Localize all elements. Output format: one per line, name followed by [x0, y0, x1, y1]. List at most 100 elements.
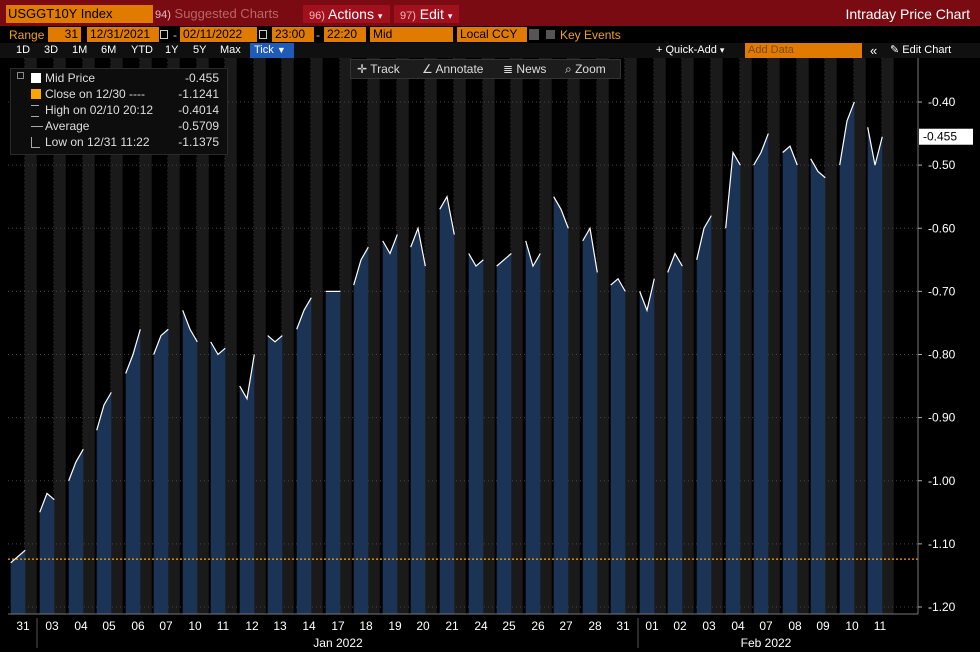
quick-add-button[interactable]: + Quick-Add ▾	[652, 43, 728, 58]
x-tick-label: 04	[74, 619, 88, 633]
magnifier-icon: ⌕	[565, 62, 572, 76]
price-line	[210, 341, 226, 356]
security-ticker-field[interactable]: USGGT10Y Index	[6, 5, 153, 23]
price-area	[267, 335, 283, 614]
average-line-icon	[31, 126, 43, 127]
period-max[interactable]: Max	[220, 44, 241, 56]
session-gap-band	[853, 58, 866, 614]
legend-row-high[interactable]: High on 02/10 20:12 -0.4014	[11, 102, 227, 118]
price-line	[839, 101, 855, 166]
edit-menu-button[interactable]: 97) Edit ▾	[394, 5, 459, 23]
track-tool[interactable]: ✛ Track	[357, 61, 400, 77]
high-marker-icon	[31, 105, 39, 117]
session-gap-band	[253, 58, 266, 614]
price-line	[382, 234, 398, 255]
zoom-tool[interactable]: ⌕ Zoom	[565, 61, 606, 77]
news-tool[interactable]: ≣ News	[503, 61, 546, 77]
price-area	[639, 278, 655, 614]
end-date-field[interactable]: 02/11/2022	[180, 27, 257, 42]
legend-name: Low on 12/31 11:22	[45, 135, 150, 149]
session-gap-band	[567, 58, 580, 614]
key-events-checkbox[interactable]	[546, 30, 555, 39]
price-area	[839, 102, 855, 614]
price-line	[610, 277, 626, 292]
price-chart[interactable]: -0.40 -0.50 -0.60 -0.70 -0.80 -0.90 -1.00 -1.10…	[0, 58, 980, 652]
period-5y[interactable]: 5Y	[193, 44, 207, 56]
price-area	[39, 493, 55, 614]
y-tick-label: -0.90	[928, 411, 956, 425]
y-tick-label: -0.80	[928, 348, 956, 362]
start-calendar-icon[interactable]	[160, 30, 168, 39]
x-tick-label: 03	[702, 619, 716, 633]
price-line	[10, 549, 26, 564]
x-tick-label: 17	[331, 619, 345, 633]
legend-name: Average	[45, 119, 90, 133]
period-tick-select[interactable]: Tick ▼	[250, 43, 294, 58]
annotate-tool[interactable]: ∠ Annotate	[422, 61, 483, 77]
session-gap-band	[681, 58, 694, 614]
chart-legend[interactable]: Mid Price -0.455 Close on 12/30 ---- -1.…	[10, 68, 228, 155]
price-area	[553, 196, 569, 614]
session-gap-band	[367, 58, 380, 614]
start-time-field[interactable]: 23:00	[272, 27, 314, 42]
period-ytd[interactable]: YTD	[131, 44, 153, 56]
end-time-field[interactable]: 22:20	[324, 27, 366, 42]
end-calendar-icon[interactable]	[259, 30, 267, 39]
start-date-field[interactable]: 12/31/2021	[87, 27, 159, 42]
currency-select[interactable]: Local CCY	[457, 27, 527, 42]
period-1m[interactable]: 1M	[72, 44, 88, 56]
session-gap-band	[396, 58, 409, 614]
suggested-label: Suggested Charts	[174, 6, 279, 21]
legend-row-low[interactable]: Low on 12/31 11:22 -1.1375	[11, 134, 227, 150]
collapse-chevrons-icon[interactable]: «	[870, 43, 878, 58]
session-gap-band	[710, 58, 723, 614]
x-tick-label: 09	[816, 619, 830, 633]
x-tick-label: 31	[616, 619, 630, 633]
session-gap-band	[53, 58, 66, 614]
period-1d[interactable]: 1D	[16, 44, 31, 56]
suggested-charts-button[interactable]: 94) Suggested Charts	[155, 5, 298, 23]
session-gap-band	[281, 58, 294, 614]
news-icon: ≣	[503, 62, 514, 76]
price-line	[267, 335, 283, 343]
actions-chevron-down-icon: ▾	[377, 11, 383, 21]
range-label: Range	[9, 28, 45, 42]
price-area	[125, 329, 141, 614]
legend-row-average[interactable]: Average -0.5709	[11, 118, 227, 134]
price-area	[325, 291, 341, 614]
tick-dropdown-icon: ▼	[276, 45, 286, 55]
x-tick-label: 11	[874, 619, 887, 633]
y-tick-label: -0.50	[928, 158, 956, 172]
edit-number: 97)	[400, 10, 416, 22]
pencil-icon: ∠	[422, 62, 433, 76]
period-1y[interactable]: 1Y	[165, 44, 179, 56]
last-value-label: -0.455	[923, 130, 957, 144]
price-type-select[interactable]: Mid	[370, 27, 453, 42]
price-area	[382, 234, 398, 614]
price-area	[96, 392, 112, 614]
price-area	[153, 329, 169, 614]
price-line	[353, 246, 369, 286]
price-line	[810, 158, 826, 179]
period-3d[interactable]: 3D	[44, 44, 59, 56]
price-area	[353, 247, 369, 614]
price-area	[439, 196, 455, 614]
edit-chart-button[interactable]: ✎ Edit Chart	[886, 43, 955, 58]
legend-row-close[interactable]: Close on 12/30 ---- -1.1241	[11, 86, 227, 102]
actions-menu-button[interactable]: 96) Actions ▾	[303, 5, 390, 23]
track-label: Track	[370, 62, 400, 76]
x-tick-label: 21	[445, 619, 459, 633]
x-tick-label: 10	[845, 619, 859, 633]
session-gap-band	[82, 58, 95, 614]
price-line	[525, 240, 541, 268]
period-6m[interactable]: 6M	[101, 44, 117, 56]
legend-collapse-icon[interactable]	[17, 72, 24, 79]
crosshair-icon: ✛	[357, 62, 368, 76]
y-tick-label: -1.20	[928, 600, 956, 614]
range-days-field[interactable]: 31	[48, 27, 81, 42]
add-data-input[interactable]: Add Data	[745, 43, 862, 58]
currency-dropdown-icon[interactable]	[529, 29, 539, 40]
legend-row-mid[interactable]: Mid Price -0.455	[11, 70, 227, 86]
session-gap-band	[767, 58, 780, 614]
last-value-badge	[919, 128, 973, 145]
